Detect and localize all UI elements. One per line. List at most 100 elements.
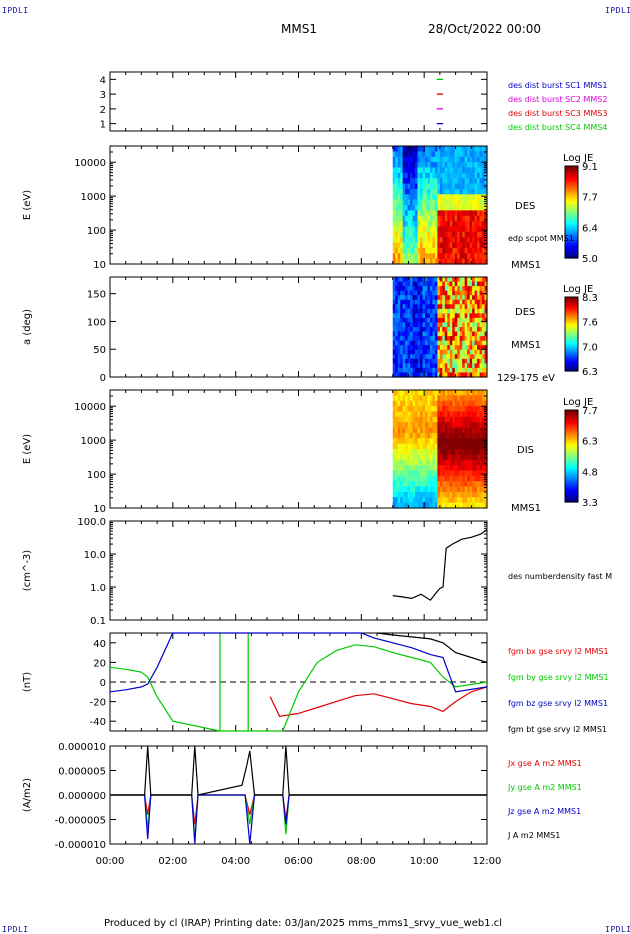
spectrogram-cell: [467, 215, 471, 222]
spectrogram-cell: [444, 422, 448, 429]
spectrogram-cell: [412, 459, 416, 466]
spectrogram-cell: [420, 295, 424, 301]
spectrogram-cell: [474, 281, 478, 287]
spectrogram-cell: [449, 188, 453, 195]
colorbar-swatch: [565, 239, 578, 243]
spectrogram-cell: [447, 443, 451, 450]
spectrogram-cell: [405, 475, 409, 482]
spectrogram-cell: [439, 199, 443, 206]
colorbar-swatch: [565, 322, 578, 326]
spectrogram-cell: [402, 427, 406, 434]
spectrogram-cell: [395, 162, 399, 169]
spectrogram-cell: [410, 400, 414, 407]
spectrogram-cell: [449, 199, 453, 206]
spectrogram-cell: [439, 465, 443, 472]
spectrogram-cell: [444, 475, 448, 482]
spectrogram-cell: [457, 151, 461, 158]
spectrogram-cell: [467, 221, 471, 228]
spectrogram-cell: [457, 308, 461, 314]
spectrogram-cell: [402, 258, 406, 265]
spectrogram-cell: [424, 231, 429, 238]
spectrogram-cell: [422, 304, 426, 310]
spectrogram-cell: [474, 199, 478, 206]
spectrogram-cell: [482, 358, 486, 364]
spectrogram-cell: [479, 183, 483, 190]
spectrogram-cell: [424, 349, 429, 355]
spectrogram-cell: [402, 491, 406, 498]
dis-energy-panel-colorbar-tick-label: 7.7: [582, 406, 598, 417]
spectrogram-cell: [432, 167, 436, 174]
spectrogram-cell: [467, 231, 471, 238]
spectrogram-cell: [482, 395, 486, 402]
spectrogram-cell: [477, 167, 481, 174]
spectrogram-cell: [474, 226, 478, 233]
spectrogram-cell: [405, 363, 409, 369]
spectrogram-cell: [472, 459, 476, 466]
spectrogram-cell: [397, 486, 401, 493]
spectrogram-cell: [459, 486, 463, 493]
spectrogram-cell: [402, 390, 406, 396]
spectrogram-cell: [474, 258, 478, 265]
colorbar-swatch: [565, 175, 578, 179]
colorbar-swatch: [565, 202, 578, 206]
spectrogram-cell: [397, 231, 401, 238]
spectrogram-cell: [452, 406, 456, 413]
spectrogram-cell: [410, 221, 414, 228]
spectrogram-cell: [444, 340, 448, 346]
spectrogram-cell: [484, 231, 488, 238]
spectrogram-cell: [469, 416, 473, 423]
colorbar-swatch: [565, 298, 578, 302]
spectrogram-cell: [482, 322, 486, 328]
spectrogram-cell: [467, 194, 471, 201]
spectrogram-cell: [467, 454, 471, 461]
spectrogram-cell: [464, 295, 468, 301]
spectrogram-cell: [479, 253, 483, 260]
spectrogram-cell: [397, 416, 401, 423]
spectrogram-cell: [424, 367, 429, 374]
spectrogram-cell: [392, 475, 396, 482]
spectrogram-cell: [392, 427, 396, 434]
spectrogram-cell: [432, 406, 436, 413]
spectrogram-cell: [412, 199, 416, 206]
spectrogram-cell: [474, 172, 478, 179]
spectrogram-cell: [474, 465, 478, 472]
spectrogram-cell: [442, 491, 446, 498]
spectrogram-cell: [407, 395, 411, 402]
spectrogram-cell: [392, 470, 396, 477]
spectrogram-cell: [444, 281, 448, 287]
spectrogram-cell: [407, 443, 411, 450]
spectrogram-cell: [422, 367, 426, 374]
spectrogram-cell: [417, 295, 421, 301]
spectrogram-cell: [479, 349, 483, 355]
spectrogram-cell: [447, 345, 451, 351]
spectrogram-cell: [424, 253, 429, 260]
colorbar-swatch: [565, 361, 578, 365]
colorbar-swatch: [565, 469, 578, 473]
spectrogram-cell: [420, 242, 424, 249]
spectrogram-cell: [484, 349, 488, 355]
spectrogram-cell: [444, 237, 448, 244]
colorbar-swatch: [565, 177, 578, 181]
spectrogram-cell: [484, 336, 488, 342]
spectrogram-cell: [417, 183, 421, 190]
colorbar-swatch: [565, 439, 578, 443]
colorbar-swatch: [565, 168, 578, 172]
spectrogram-cell: [410, 167, 414, 174]
spectrogram-cell: [447, 400, 451, 407]
spectrogram-cell: [432, 502, 436, 509]
spectrogram-cell: [482, 454, 486, 461]
spectrogram-cell: [405, 327, 409, 333]
spectrogram-cell: [434, 411, 438, 418]
spectrogram-cell: [405, 172, 409, 179]
colorbar-swatch: [565, 341, 578, 344]
spectrogram-cell: [437, 253, 441, 260]
spectrogram-cell: [454, 372, 458, 378]
spectrogram-cell: [479, 210, 483, 217]
spectrogram-cell: [462, 395, 466, 402]
spectrogram-cell: [432, 372, 436, 378]
spectrogram-cell: [472, 390, 476, 396]
spectrogram-cell: [420, 247, 424, 254]
spectrogram-cell: [474, 242, 478, 249]
spectrogram-cell: [477, 205, 481, 211]
spectrogram-cell: [459, 427, 463, 434]
